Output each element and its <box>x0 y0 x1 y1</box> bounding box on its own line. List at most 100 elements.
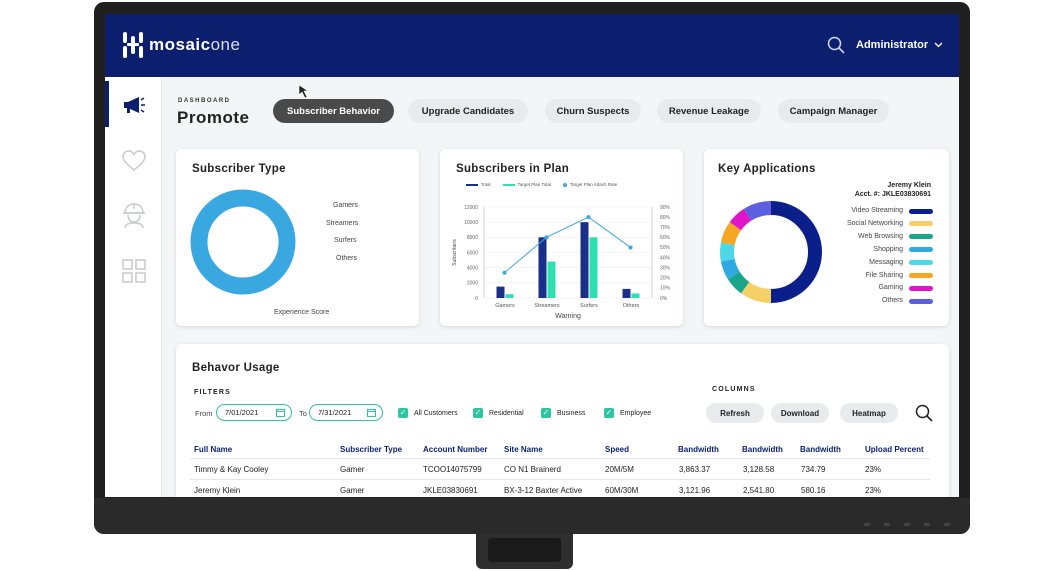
y-tick-label: 12000 <box>464 205 478 211</box>
legend-label-messaging: Messaging <box>869 258 903 266</box>
y-tick-label: 6000 <box>467 250 478 256</box>
tab-upgrade-candidates[interactable]: Upgrade Candidates <box>408 99 528 123</box>
y2-tick-label: 80% <box>660 215 671 221</box>
user-name: Administrator <box>856 39 929 51</box>
legend-item-attach-rate: Target Plan Attach Rate <box>562 182 617 187</box>
donut-slice-file-sharing <box>720 222 742 246</box>
checkbox-business[interactable]: ✓ Business <box>541 408 585 418</box>
legend-swatch <box>909 247 933 253</box>
y-tick-label: 0 <box>475 296 478 302</box>
y2-tick-label: 90% <box>660 205 671 211</box>
app-logo[interactable]: mosaicone <box>123 32 240 58</box>
tab-churn-suspects[interactable]: Churn Suspects <box>545 99 641 123</box>
checkbox-all-customers[interactable]: ✓ All Customers <box>398 408 458 418</box>
col-header-account-number[interactable]: Account Number <box>423 445 488 454</box>
calendar-icon <box>367 409 376 417</box>
user-menu[interactable]: Administrator <box>856 39 943 51</box>
key-applications-card: Key Applications Jeremy Klein Acct. #: J… <box>704 149 949 326</box>
tab-subscriber-behavior[interactable]: Subscriber Behavior <box>273 99 394 123</box>
y2-tick-label: 10% <box>660 286 671 292</box>
checkbox-label: All Customers <box>414 409 458 417</box>
col-header-upload-percent[interactable]: Upload Percent <box>865 445 924 454</box>
sidebar-item-apps[interactable] <box>105 249 162 293</box>
attach-rate-point <box>628 245 633 250</box>
from-date-input[interactable]: 7/01/2021 <box>216 404 292 421</box>
y-tick-label: 2000 <box>467 281 478 287</box>
tab-label: Campaign Manager <box>789 105 878 117</box>
refresh-button[interactable]: Refresh <box>706 403 764 423</box>
to-date-input[interactable]: 7/31/2021 <box>309 404 383 421</box>
from-label: From <box>195 409 213 418</box>
x-tick-label: Surfers <box>580 303 598 309</box>
subscriber-type-donut <box>190 189 296 295</box>
col-header-subscriber-type[interactable]: Subscriber Type <box>340 445 403 454</box>
legend-text: Target Plan Total <box>517 182 551 187</box>
tab-label: Revenue Leakage <box>668 105 750 117</box>
y-tick-label: 4000 <box>467 265 478 271</box>
y2-tick-label: 50% <box>660 245 671 251</box>
sidebar-item-favorites[interactable] <box>105 139 162 183</box>
search-icon[interactable] <box>827 36 845 54</box>
legend-gamers: Gamers <box>333 202 358 209</box>
top-bar: mosaicone Administrator <box>105 14 959 77</box>
monitor-stand <box>476 534 573 569</box>
legend-label-social-networking: Social Networking <box>846 219 903 227</box>
row-divider <box>190 458 930 459</box>
download-button[interactable]: Download <box>771 403 829 423</box>
donut-slice-shopping <box>720 258 740 280</box>
cell-account-number: TCOO14075799 <box>423 465 482 474</box>
legend-others: Others <box>336 255 358 262</box>
tab-campaign-manager[interactable]: Campaign Manager <box>778 99 889 123</box>
legend-label-file-sharing: File Sharing <box>865 271 903 279</box>
legend-swatch <box>909 260 933 266</box>
page-title: Promote <box>177 108 250 127</box>
col-header-speed[interactable]: Speed <box>605 445 630 454</box>
heatmap-button[interactable]: Heatmap <box>840 403 898 423</box>
bar-total-gamers <box>496 286 505 298</box>
logo-mark-icon <box>123 32 143 58</box>
checkbox-residential[interactable]: ✓ Residential <box>473 408 524 418</box>
sidebar-item-technicians[interactable] <box>105 193 162 237</box>
account-holder-name: Jeremy Klein <box>887 182 931 189</box>
col-header-bandwidth-3[interactable]: Bandwidth <box>800 445 841 454</box>
y-axis-label: Subscribers <box>452 239 458 266</box>
logo-text: mosaicone <box>149 35 241 54</box>
subscriber-type-title: Subscriber Type <box>192 163 286 175</box>
cell-subscriber-type: Gamer <box>340 465 365 474</box>
key-applications-donut <box>720 201 822 303</box>
cell-subscriber-type: Gamer <box>340 486 365 495</box>
breadcrumb-section: DASHBOARD <box>178 98 231 104</box>
checkbox-label: Business <box>557 409 586 417</box>
cell-account-number: JKLE03830691 <box>423 486 478 495</box>
x-axis-label: Warning <box>555 313 581 320</box>
col-header-bandwidth-2[interactable]: Bandwidth <box>742 445 783 454</box>
col-header-site-name[interactable]: Site Name <box>504 445 543 454</box>
to-label: To <box>299 409 307 418</box>
columns-label: COLUMNS <box>712 386 756 393</box>
legend-text: Total <box>481 182 491 187</box>
tab-revenue-leakage[interactable]: Revenue Leakage <box>657 99 761 123</box>
monitor-buttons <box>864 523 950 526</box>
cell-bandwidth-2: 3,128.58 <box>743 465 775 474</box>
cell-full-name: Jeremy Klein <box>194 486 241 495</box>
checkbox-employee[interactable]: ✓ Employee <box>604 408 651 418</box>
checkmark-icon: ✓ <box>398 408 408 418</box>
legend-swatch <box>909 221 933 227</box>
y2-tick-label: 0% <box>660 296 668 302</box>
filters-label: FILTERS <box>194 389 232 396</box>
table-search-icon[interactable] <box>915 404 933 422</box>
attach-rate-point <box>502 270 507 275</box>
monitor-bezel <box>94 498 970 534</box>
tab-label: Subscriber Behavior <box>287 105 380 117</box>
calendar-icon <box>276 409 285 417</box>
col-header-full-name[interactable]: Full Name <box>194 445 233 454</box>
cell-upload-percent: 23% <box>865 486 882 495</box>
sidebar <box>105 77 162 497</box>
col-header-bandwidth-1[interactable]: Bandwidth <box>678 445 719 454</box>
legend-label-others: Others <box>881 297 903 305</box>
y2-tick-label: 40% <box>660 255 671 261</box>
subscribers-plan-chart: 12000 10000 8000 6000 4000 2000 0 90% 80% 70% 60% 5… <box>452 205 671 320</box>
checkbox-label: Employee <box>620 409 652 417</box>
sidebar-item-promote[interactable] <box>105 83 162 127</box>
grid-icon <box>121 259 146 283</box>
